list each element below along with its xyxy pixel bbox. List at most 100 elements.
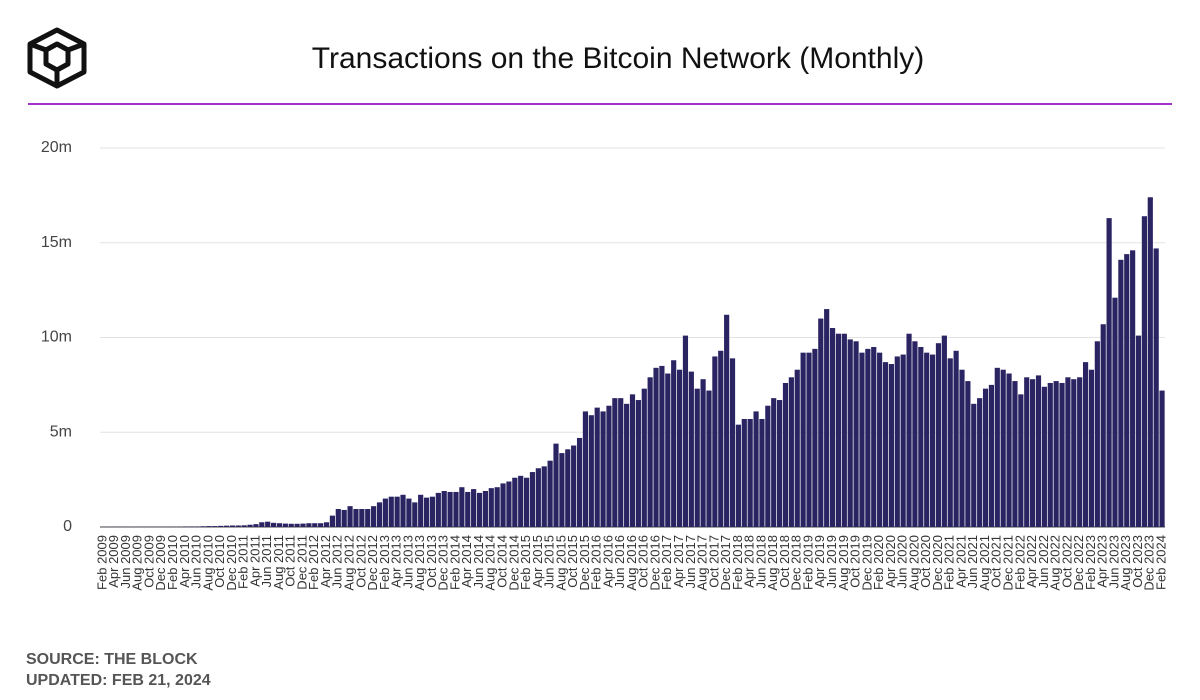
bar <box>476 492 483 527</box>
bar <box>777 400 783 527</box>
x-tick-label: Feb 2017 <box>659 535 674 590</box>
bar <box>712 356 718 527</box>
x-tick-label: Jun 2022 <box>1036 535 1051 589</box>
bar <box>1088 369 1095 527</box>
bar <box>906 333 912 527</box>
x-tick-label: Feb 2010 <box>165 535 180 590</box>
x-tick-label: Dec 2013 <box>436 535 451 591</box>
y-tick-label: 0 <box>63 518 72 535</box>
x-tick-label: Feb 2009 <box>94 535 109 590</box>
x-tick-label: Dec 2014 <box>506 535 521 591</box>
bar <box>1000 369 1006 527</box>
bar <box>212 526 218 527</box>
bar <box>1071 379 1077 527</box>
x-tick-label: Apr 2016 <box>600 535 615 588</box>
x-tick-label: Dec 2015 <box>577 535 592 591</box>
x-tick-label: Apr 2013 <box>389 535 404 588</box>
y-tick-label: 5m <box>50 423 72 440</box>
x-tick-label: Apr 2010 <box>177 535 192 588</box>
bar <box>518 475 524 527</box>
bar <box>547 460 553 527</box>
x-tick-label: Jun 2016 <box>612 535 627 589</box>
bar <box>888 364 894 527</box>
bar <box>241 525 247 527</box>
bar <box>1153 248 1159 527</box>
x-tick-label: Apr 2014 <box>459 535 474 588</box>
x-tick-label: Feb 2018 <box>730 535 745 590</box>
x-tick-label: Oct 2016 <box>636 535 651 588</box>
bar <box>988 384 995 527</box>
x-tick-label: Jun 2018 <box>753 535 768 589</box>
bar <box>894 356 900 527</box>
bar <box>194 526 200 527</box>
bar <box>453 491 459 527</box>
bar <box>941 335 947 527</box>
x-tick-label: Oct 2014 <box>494 535 509 588</box>
bar <box>206 526 212 527</box>
bar <box>882 362 889 527</box>
bar <box>459 487 465 527</box>
bar <box>294 523 300 527</box>
bar <box>218 525 224 527</box>
bar <box>1030 379 1036 527</box>
y-tick-label: 10m <box>41 329 72 346</box>
bar <box>659 365 665 527</box>
bar <box>794 369 800 527</box>
bar <box>270 522 277 527</box>
bar <box>841 333 847 527</box>
bar <box>1135 335 1142 527</box>
bar <box>982 388 989 527</box>
bar <box>629 394 636 527</box>
bar <box>347 506 353 527</box>
x-tick-label: Jun 2017 <box>683 535 698 589</box>
bar <box>835 333 842 527</box>
x-tick-label: Feb 2016 <box>589 535 604 590</box>
x-tick-label: Feb 2024 <box>1153 535 1168 590</box>
bar <box>1059 382 1065 527</box>
x-tick-label: Oct 2022 <box>1059 535 1074 588</box>
x-tick-label: Oct 2015 <box>565 535 580 588</box>
bar <box>288 523 294 527</box>
bar <box>371 506 377 527</box>
bar <box>529 472 536 527</box>
x-tick-label: Apr 2022 <box>1024 535 1039 588</box>
x-tick-label: Oct 2010 <box>212 535 227 588</box>
bar <box>729 358 736 527</box>
bar <box>994 367 1000 527</box>
x-tick-label: Aug 2016 <box>624 535 639 591</box>
bar <box>500 483 506 527</box>
bar <box>353 508 359 527</box>
logo <box>27 27 87 89</box>
bar <box>971 403 977 527</box>
bar <box>553 443 559 527</box>
bar <box>924 352 930 527</box>
x-tick-label: Feb 2021 <box>942 535 957 590</box>
bar <box>1130 250 1136 527</box>
bar <box>341 509 347 527</box>
bar <box>694 388 700 527</box>
x-tick-label: Aug 2019 <box>836 535 851 591</box>
bar <box>765 405 771 527</box>
bar <box>1100 324 1106 527</box>
bar <box>282 523 288 527</box>
bar <box>1018 394 1024 527</box>
bar <box>523 477 530 527</box>
bar <box>676 369 683 527</box>
bar <box>877 352 883 527</box>
bar <box>541 466 547 527</box>
x-tick-label: Apr 2021 <box>953 535 968 588</box>
bar <box>306 523 312 527</box>
x-tick-label: Apr 2018 <box>742 535 757 588</box>
bar <box>482 490 488 527</box>
bar <box>682 335 689 527</box>
x-tick-label: Dec 2019 <box>859 535 874 591</box>
bar <box>1106 218 1112 528</box>
bar <box>1147 197 1153 527</box>
bar <box>612 398 618 527</box>
bar <box>582 411 589 527</box>
x-tick-label: Dec 2009 <box>153 535 168 591</box>
x-tick-label: Apr 2009 <box>106 535 121 588</box>
bar <box>423 497 430 527</box>
x-tick-label: Apr 2023 <box>1095 535 1110 588</box>
